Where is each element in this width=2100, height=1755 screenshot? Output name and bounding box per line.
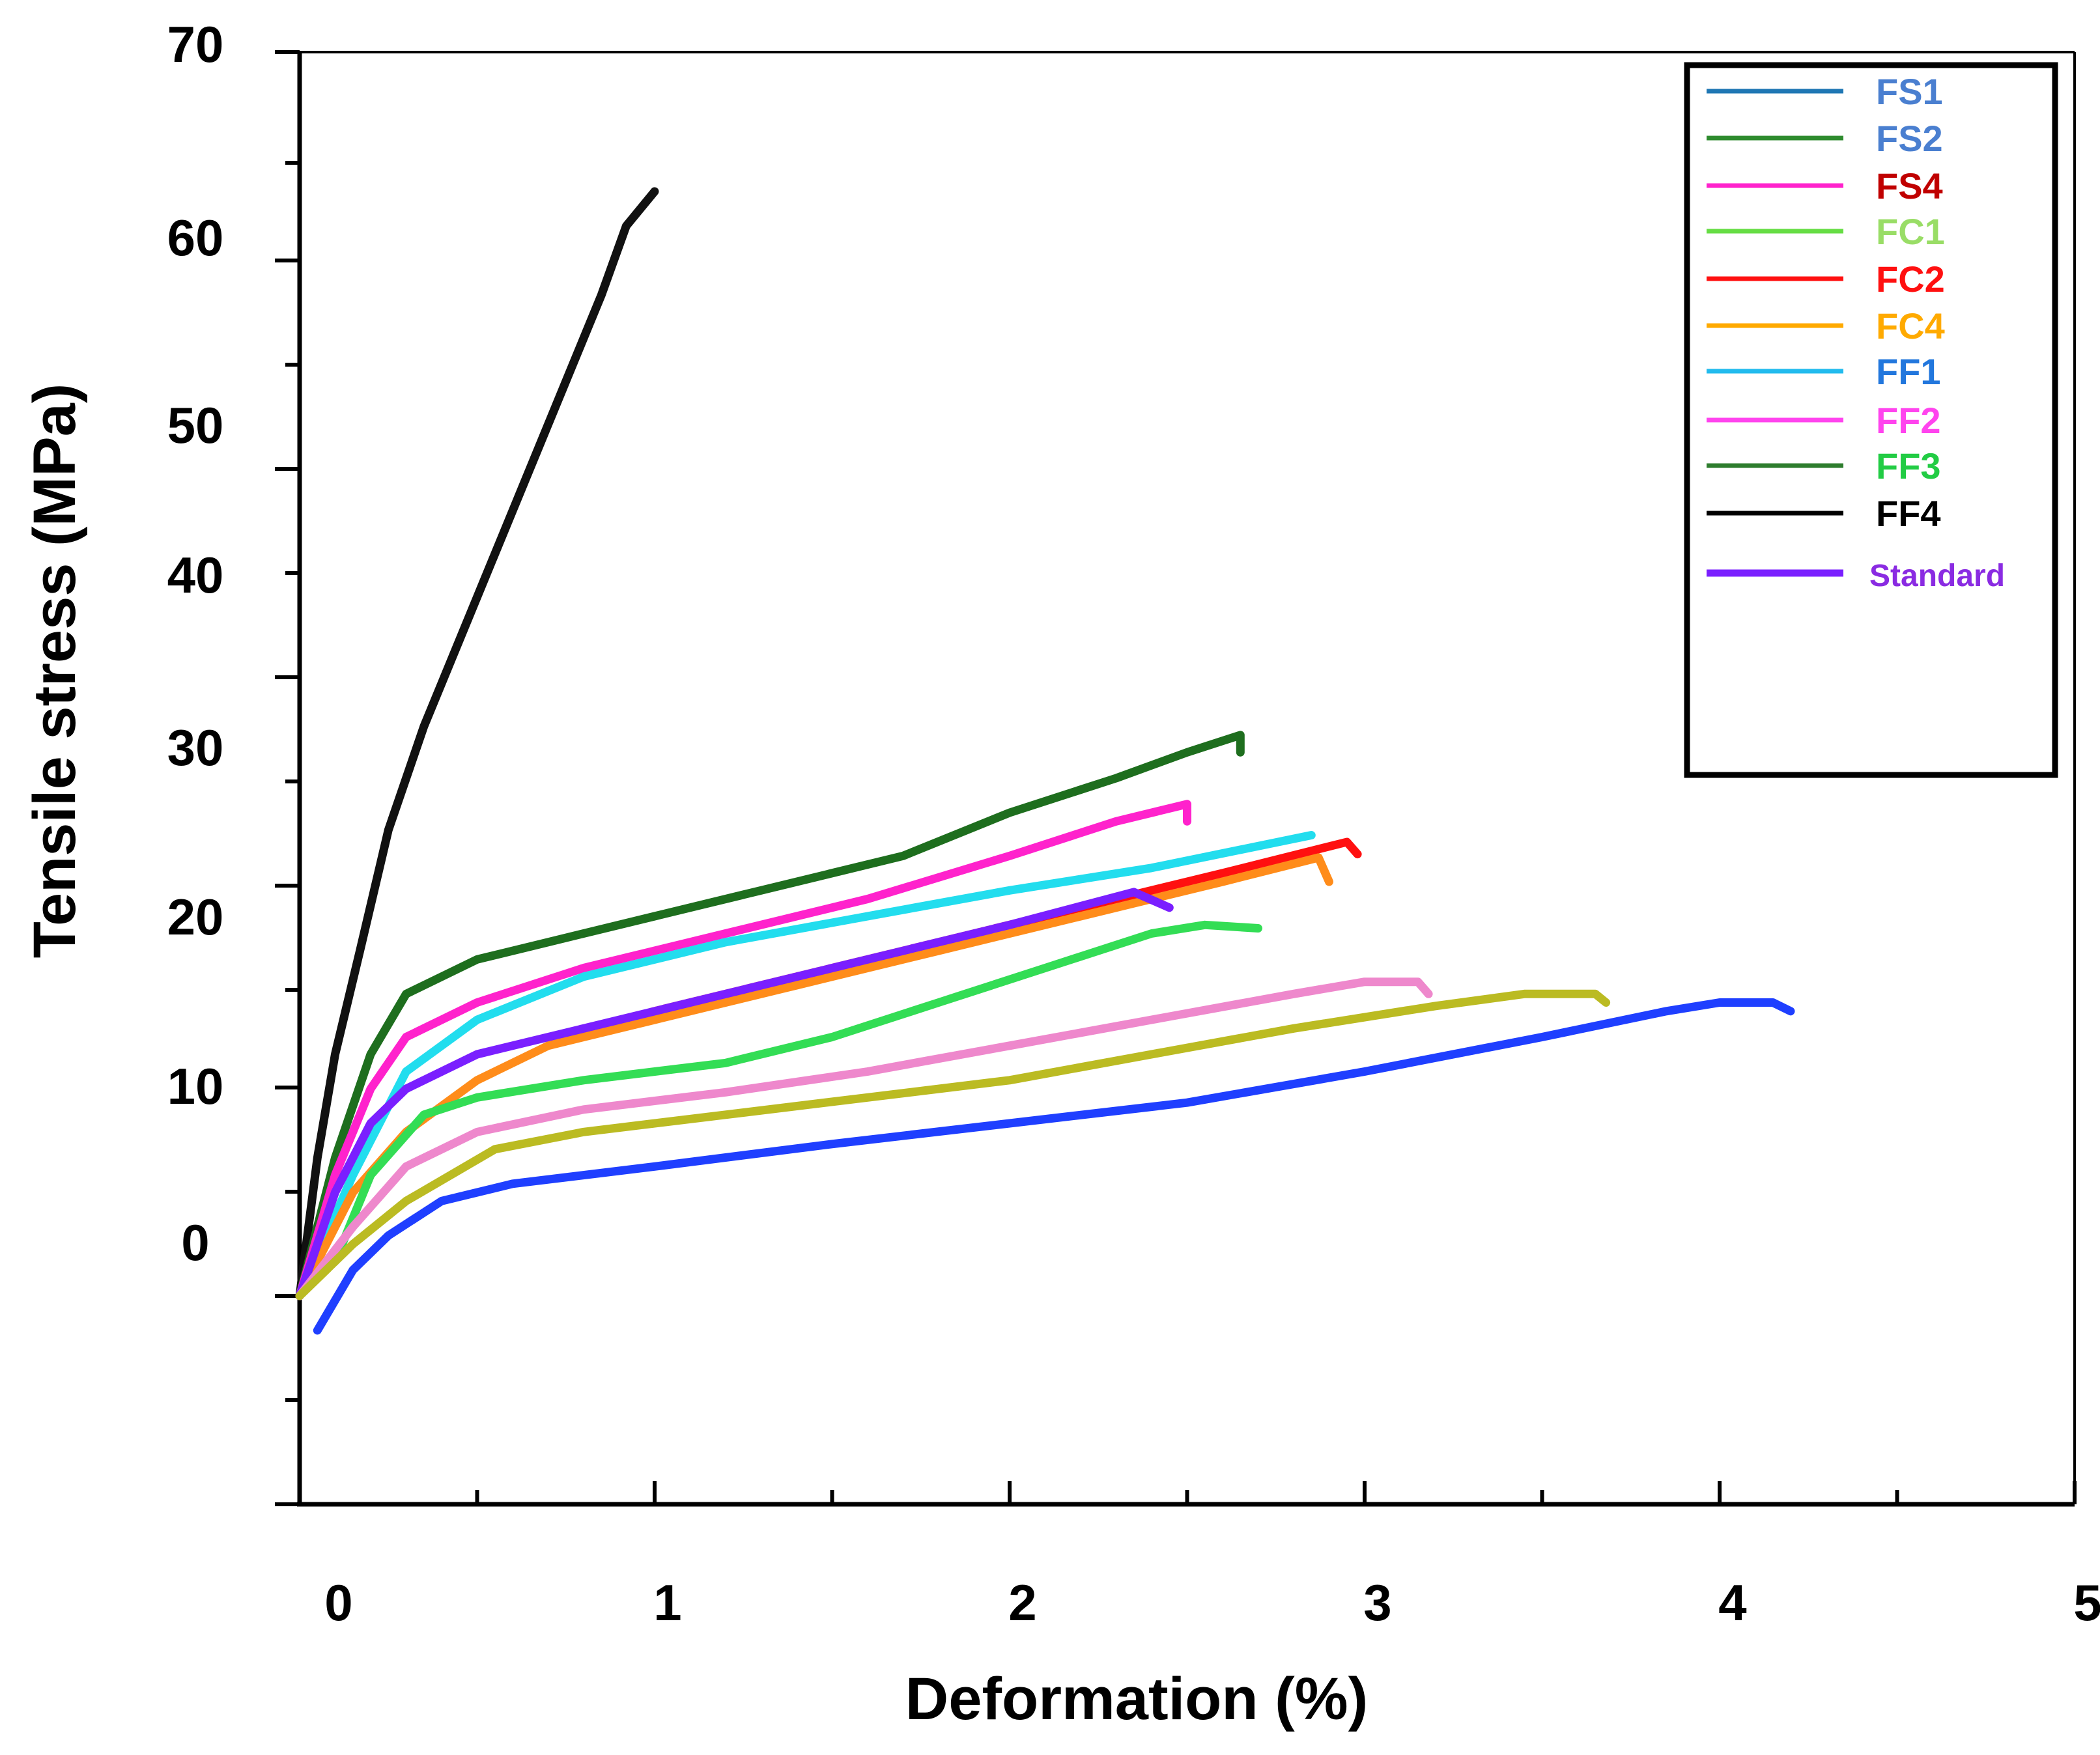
series-line-blue	[313, 998, 1795, 1335]
series-line-darkgreen	[295, 731, 1245, 1300]
legend-label: FS2	[1876, 118, 1943, 159]
y-tick-label: 20	[167, 888, 224, 946]
y-tick-label: 10	[167, 1058, 224, 1115]
legend-label: FF2	[1876, 400, 1941, 441]
y-axis-title: Tensile stress (MPa)	[21, 384, 88, 959]
legend-label: Standard	[1869, 559, 2005, 593]
y-tick-label: 30	[167, 719, 224, 776]
legend-label: FC2	[1876, 259, 1945, 300]
y-tick-label: 0	[181, 1214, 209, 1271]
series-line-purple	[295, 888, 1174, 1300]
legend-label: FF1	[1876, 351, 1941, 392]
x-tick-label: 1	[653, 1574, 681, 1631]
series-line-olive	[295, 989, 1611, 1300]
y-tick-labels: 70 60 50 40 30 20 10 0	[167, 16, 224, 1271]
y-tick-label: 40	[167, 546, 224, 604]
x-axis-title: Deformation (%)	[905, 1666, 1368, 1732]
legend-label: FC1	[1876, 211, 1945, 252]
x-tick-labels: 0 1 2 3 4 5	[324, 1574, 2100, 1631]
x-tick-label: 4	[1718, 1574, 1746, 1631]
axes-frame	[275, 50, 2077, 1507]
x-tick-label: 2	[1008, 1574, 1036, 1631]
series-group	[295, 187, 1795, 1335]
series-line-green	[331, 920, 1262, 1266]
y-tick-label: 50	[167, 397, 224, 454]
legend-label: FF4	[1876, 493, 1941, 534]
legend-label: FC4	[1876, 305, 1945, 346]
legend-label: FF3	[1876, 445, 1941, 486]
y-tick-label: 70	[167, 16, 224, 73]
legend-label: FS4	[1876, 165, 1943, 206]
x-tick-label: 3	[1363, 1574, 1391, 1631]
series-line-magenta	[295, 800, 1191, 1300]
x-tick-label: 5	[2073, 1574, 2100, 1631]
series-line-black	[295, 187, 659, 1300]
x-tick-label: 0	[324, 1574, 352, 1631]
y-tick-label: 60	[167, 209, 224, 266]
series-line-pink	[295, 977, 1433, 1300]
legend-label: FS1	[1876, 71, 1943, 112]
series-line-cyan	[295, 831, 1316, 1300]
